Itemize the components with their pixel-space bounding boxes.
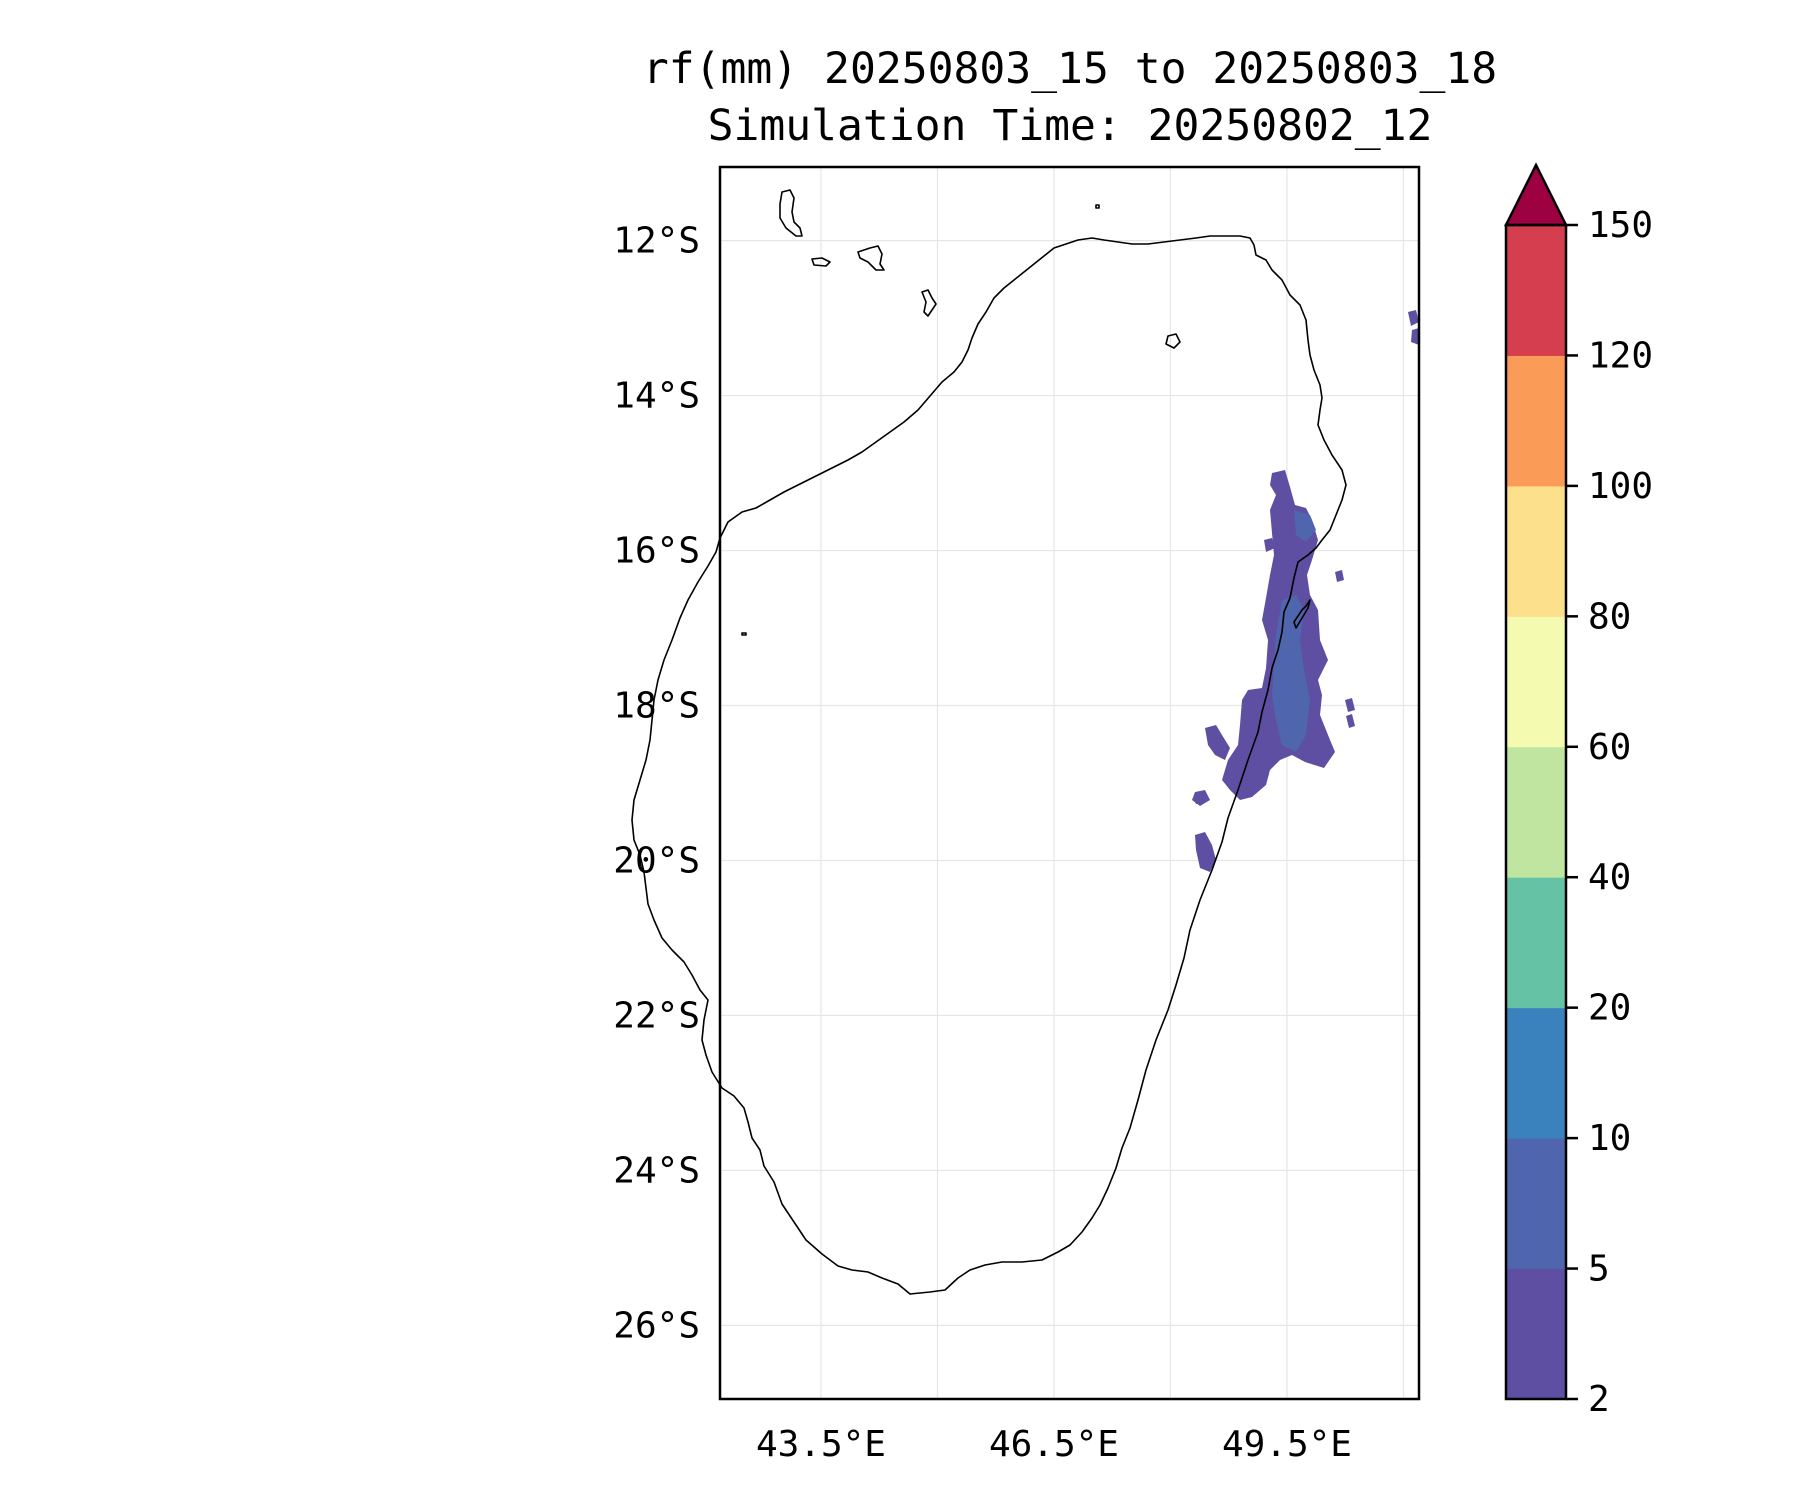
coastline-mayotte — [921, 289, 937, 317]
colorbar-tick-label-8: 120 — [1588, 335, 1653, 376]
lat-tick-label-1: 14°S — [613, 376, 700, 417]
coastline-dot-west — [741, 632, 747, 636]
rain-patch-west-4 — [1193, 796, 1203, 804]
colorbar-tick-label-5: 60 — [1588, 727, 1631, 768]
colorbar-tick-label-7: 100 — [1588, 466, 1653, 507]
colorbar-tick-label-2: 10 — [1588, 1118, 1631, 1159]
colorbar-frame — [1504, 223, 1568, 1401]
title-line-2: Simulation Time: 20250802_12 — [708, 101, 1433, 151]
lat-tick-label-0: 12°S — [613, 221, 700, 262]
colorbar-segment-1 — [1506, 1138, 1566, 1270]
lat-tick-label-4: 20°S — [613, 840, 700, 881]
lat-tick-label-7: 26°S — [613, 1305, 700, 1346]
colorbar-segment-4 — [1506, 746, 1566, 878]
coastline-comoros-grande — [779, 189, 803, 237]
coastline-madagascar — [631, 235, 1347, 1295]
rain-patch-west-1 — [1205, 725, 1230, 760]
colorbar-segment-8 — [1506, 225, 1566, 356]
map-frame — [718, 165, 1421, 1401]
colorbar-tick-label-1: 5 — [1588, 1249, 1610, 1290]
rain-patch-north-2 — [1335, 570, 1344, 582]
coastline-nosy-be — [1165, 333, 1181, 349]
rain-patch-east-1 — [1345, 698, 1355, 712]
colorbar-segments — [1506, 225, 1566, 1400]
lat-tick-label-6: 24°S — [613, 1150, 700, 1191]
lon-tick-label-1: 46.5°E — [989, 1424, 1119, 1465]
rain-patch-north-1 — [1264, 538, 1275, 552]
colorbar-tick-label-9: 150 — [1588, 205, 1653, 246]
rain-patch-west-2 — [1195, 832, 1216, 872]
colorbar-extend-arrow — [1503, 162, 1569, 227]
map-panel: 43.5°E 46.5°E 49.5°E 12°S 14°S 16°S 18°S 20°S 2… — [613, 165, 1421, 1465]
colorbar-segment-2 — [1506, 1007, 1566, 1139]
coastline-comoros-anjouan — [857, 245, 885, 271]
colorbar-tick-label-6: 80 — [1588, 596, 1631, 637]
coastline-dot-islet — [1095, 204, 1100, 209]
latitude-tick-labels: 12°S 14°S 16°S 18°S 20°S 22°S 24°S 26°S — [613, 221, 700, 1347]
colorbar-tick-label-3: 20 — [1588, 988, 1631, 1029]
colorbar-segment-7 — [1506, 355, 1566, 487]
colorbar-segment-6 — [1506, 485, 1566, 617]
lat-tick-label-5: 22°S — [613, 995, 700, 1036]
lon-tick-label-0: 43.5°E — [756, 1424, 886, 1465]
colorbar: 2 5 10 20 40 60 80 100 120 150 — [1503, 162, 1653, 1420]
rainfall-areas — [1192, 310, 1419, 872]
coastline-nosy-boraha — [1293, 599, 1311, 629]
colorbar-ticks: 2 5 10 20 40 60 80 100 120 150 — [1566, 205, 1653, 1420]
lat-tick-label-2: 16°S — [613, 531, 700, 572]
longitude-tick-labels: 43.5°E 46.5°E 49.5°E — [756, 1424, 1352, 1465]
map-gridlines — [720, 167, 1419, 1399]
rain-patch-northern-cap — [1294, 510, 1316, 542]
map-background — [720, 167, 1419, 1399]
rain-patch-east-2 — [1346, 714, 1355, 728]
colorbar-tick-label-4: 40 — [1588, 857, 1631, 898]
title-line-1: rf(mm) 20250803_15 to 20250803_18 — [643, 44, 1497, 94]
lat-tick-label-3: 18°S — [613, 686, 700, 727]
colorbar-segment-5 — [1506, 616, 1566, 748]
rain-patch-northeast-edge — [1408, 310, 1419, 345]
coastline-comoros-moheli — [811, 257, 831, 267]
lon-tick-label-2: 49.5°E — [1222, 1424, 1352, 1465]
coastlines — [631, 189, 1347, 1295]
colorbar-segment-3 — [1506, 877, 1566, 1009]
colorbar-tick-label-0: 2 — [1588, 1379, 1610, 1420]
colorbar-segment-0 — [1506, 1268, 1566, 1400]
